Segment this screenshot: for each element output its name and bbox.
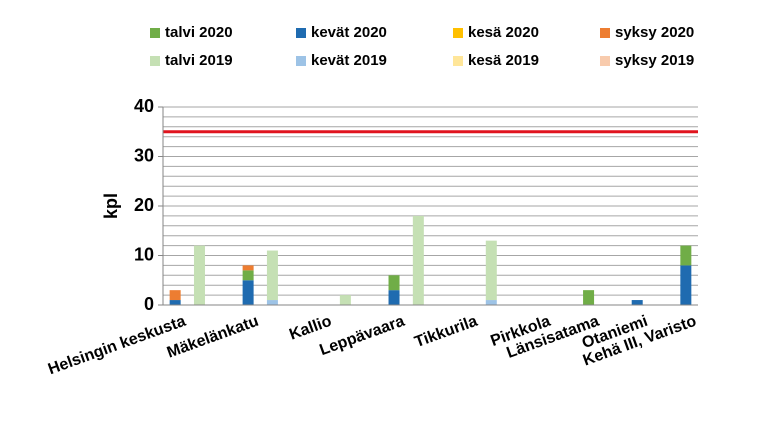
y-axis-label: kpl [101, 193, 121, 219]
bar-segment [169, 290, 181, 301]
bar-segment [266, 300, 278, 305]
legend-swatch [600, 28, 610, 38]
y-tick-label: 10 [134, 244, 154, 264]
bar-segment [169, 300, 181, 305]
legend-swatch [150, 56, 160, 66]
bar-segment [680, 265, 692, 305]
bar-segment [485, 240, 497, 301]
x-tick-label: Leppävaara [317, 313, 406, 359]
bar-segment [242, 265, 254, 271]
x-tick-label: Tikkurila [412, 313, 479, 351]
y-tick-label: 30 [134, 145, 154, 165]
legend-swatch [600, 56, 610, 66]
bar-segment [339, 295, 351, 305]
legend-swatch [453, 28, 463, 38]
y-tick-label: 40 [134, 96, 154, 116]
legend-label: talvi 2019 [165, 52, 233, 69]
bar-segment [631, 300, 643, 305]
legend-label: kevät 2019 [311, 52, 387, 69]
legend-swatch [150, 28, 160, 38]
bar-segment [680, 245, 692, 266]
y-tick-label: 0 [144, 294, 154, 314]
bar-segment [242, 280, 254, 305]
legend-swatch [453, 56, 463, 66]
legend-label: syksy 2020 [615, 24, 694, 41]
legend-label: kevät 2020 [311, 24, 387, 41]
legend-swatch [296, 56, 306, 66]
legend-label: kesä 2020 [468, 24, 539, 41]
bar-segment [412, 215, 424, 305]
bar-segment [193, 245, 205, 305]
bar-segment [583, 290, 595, 305]
bar-segment [388, 290, 400, 305]
bar-segment [242, 270, 254, 281]
bar-segment [266, 250, 278, 301]
bar-segment [388, 275, 400, 291]
bar-segment [485, 300, 497, 305]
y-tick-label: 20 [134, 195, 154, 215]
legend-label: syksy 2019 [615, 52, 694, 69]
legend-swatch [296, 28, 306, 38]
legend-label: kesä 2019 [468, 52, 539, 69]
legend-label: talvi 2020 [165, 24, 233, 41]
